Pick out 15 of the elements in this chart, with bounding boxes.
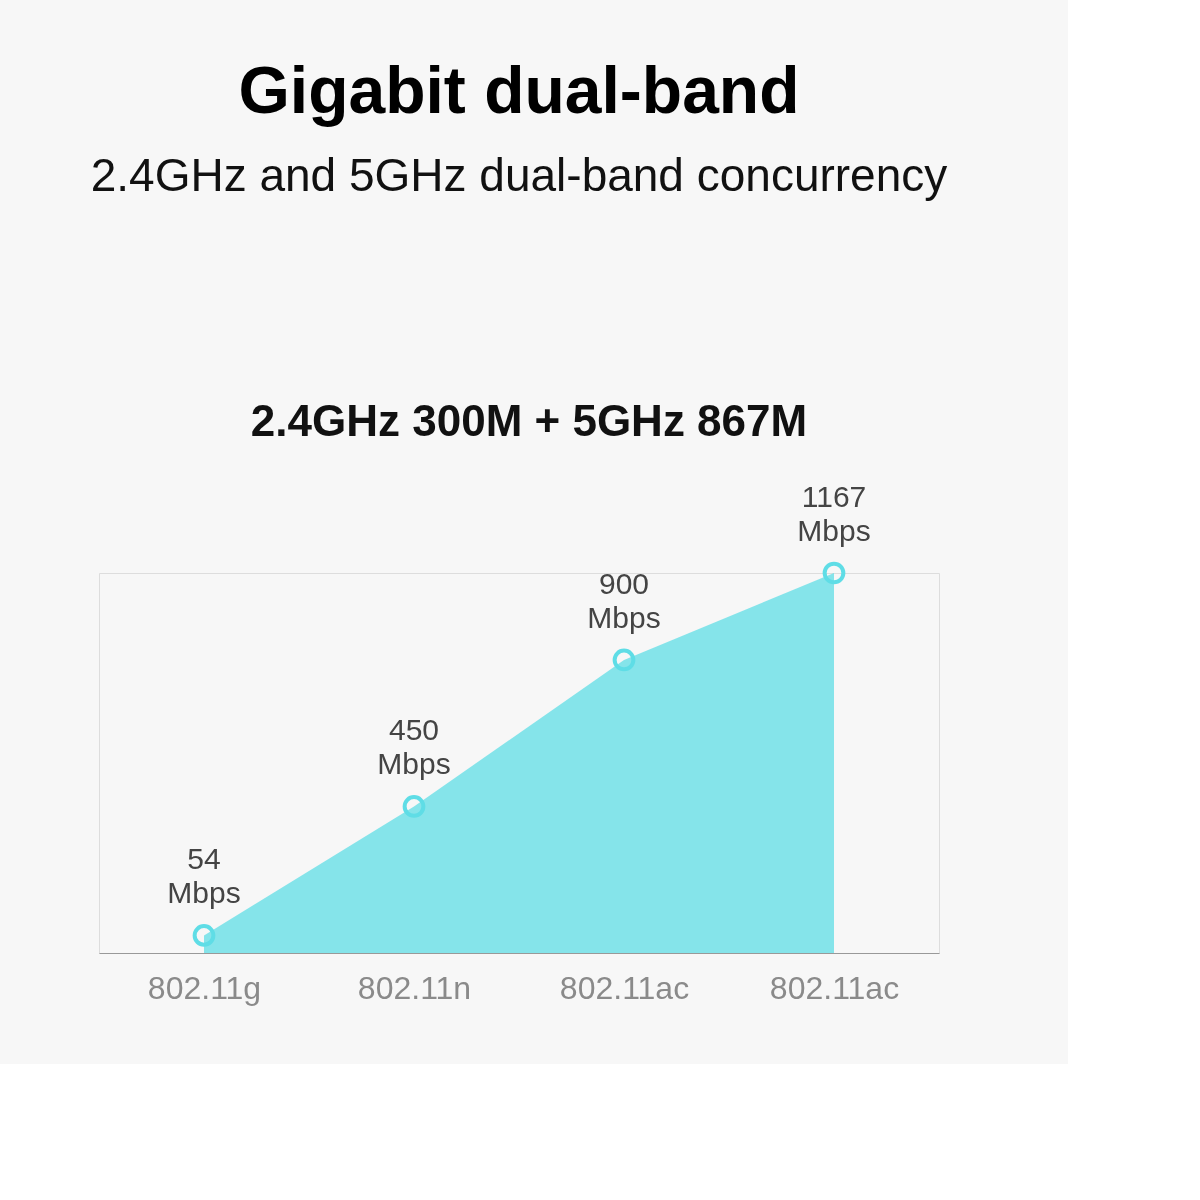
point xyxy=(402,795,426,818)
point xyxy=(822,561,846,585)
data-label: 1167 Mbps xyxy=(797,480,871,547)
data-label: 450 Mbps xyxy=(377,713,451,781)
x-tick-label: 802.11ac xyxy=(769,969,900,1006)
chart-title: Gigabit dual-band xyxy=(238,53,800,127)
x-tick-label: 802.11n xyxy=(357,969,472,1006)
chart-subtitle: 2.4GHz and 5GHz dual-band concurrency xyxy=(90,149,948,201)
data-label: 900 Mbps xyxy=(587,566,661,634)
point xyxy=(612,648,636,672)
x-tick-label: 802.11g xyxy=(147,969,262,1006)
x-tick-label: 802.11ac xyxy=(559,969,690,1006)
text: 2.4GHz 300M + 5GHz 867M xyxy=(250,396,808,445)
point xyxy=(192,924,216,947)
data-label: 54 Mbps xyxy=(167,842,241,910)
